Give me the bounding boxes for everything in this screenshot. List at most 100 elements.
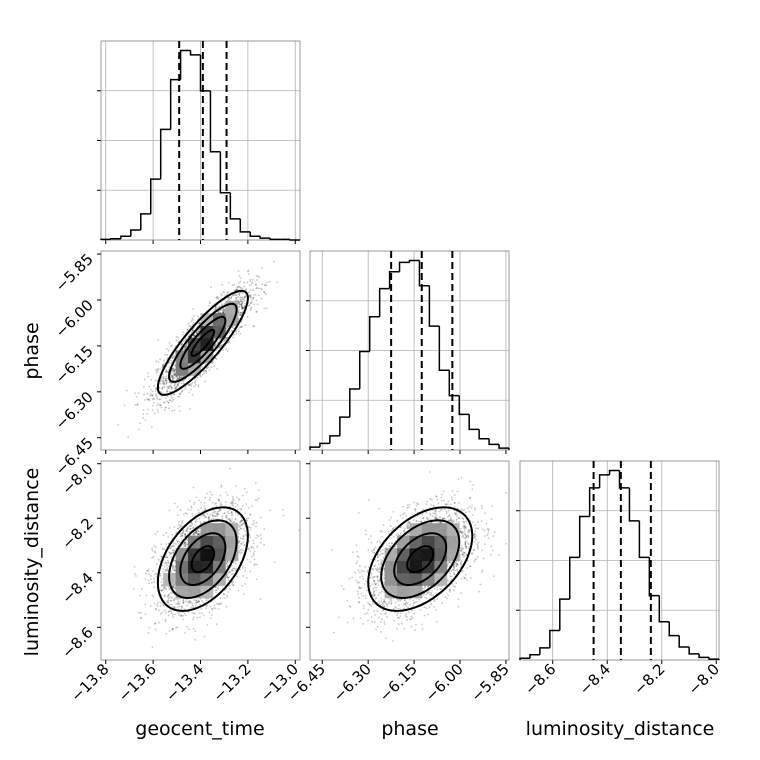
sample-point <box>227 561 230 564</box>
sample-point <box>186 328 189 331</box>
sample-point <box>185 344 187 347</box>
hist-bin <box>688 646 700 655</box>
sample-point <box>242 307 244 310</box>
sample-point <box>178 375 181 378</box>
sample-point <box>156 605 159 608</box>
sample-point <box>250 505 253 507</box>
sample-point <box>166 347 168 350</box>
sample-point <box>178 602 181 605</box>
sample-point <box>164 569 167 571</box>
sample-point <box>171 564 174 566</box>
sample-point <box>165 383 168 386</box>
sample-point <box>164 371 167 374</box>
sample-point <box>173 373 176 376</box>
sample-point <box>180 391 183 394</box>
sample-point <box>208 611 211 614</box>
sample-point <box>153 602 156 605</box>
sample-point <box>248 304 251 306</box>
hist-bin <box>559 598 570 631</box>
sample-point <box>191 393 194 396</box>
sample-point <box>238 330 240 333</box>
sample-point <box>221 309 224 312</box>
sample-point <box>239 298 242 301</box>
sample-point <box>156 402 159 405</box>
sample-point <box>226 325 228 328</box>
sample-point <box>239 277 242 280</box>
sample-point <box>233 289 236 292</box>
sample-point <box>190 388 192 391</box>
sample-point <box>239 552 242 555</box>
sample-point <box>155 572 158 575</box>
sample-point <box>192 606 195 609</box>
sample-point <box>214 514 216 517</box>
sample-point <box>238 313 241 316</box>
hist-bin <box>150 178 161 214</box>
sample-point <box>155 387 157 390</box>
sample-point <box>298 529 300 532</box>
sample-point <box>167 401 170 404</box>
sample-point <box>170 344 173 347</box>
sample-point <box>227 579 230 582</box>
sample-point <box>174 387 176 390</box>
sample-point <box>228 517 230 520</box>
sample-point <box>241 522 244 525</box>
sample-point <box>249 289 252 291</box>
sample-point <box>227 518 230 521</box>
sample-point <box>244 294 247 297</box>
sample-point <box>165 532 168 534</box>
sample-point <box>203 520 206 523</box>
sample-point <box>219 504 222 507</box>
sample-point <box>151 556 153 559</box>
sample-point <box>153 577 156 580</box>
sample-point <box>232 561 235 564</box>
sample-point <box>238 274 241 277</box>
sample-point <box>173 393 176 396</box>
hist-bin <box>648 557 660 597</box>
sample-point <box>248 547 250 550</box>
sample-point <box>183 388 186 391</box>
sample-point <box>198 511 201 514</box>
sample-point <box>235 288 238 291</box>
sample-point <box>254 293 257 296</box>
sample-point <box>213 338 216 340</box>
sample-point <box>173 369 176 372</box>
sample-point <box>203 635 206 638</box>
hist-panel-luminosity-distance <box>516 460 720 664</box>
sample-point <box>185 344 188 346</box>
sample-point <box>226 560 228 563</box>
sample-point <box>235 297 238 299</box>
sample-point <box>247 273 250 275</box>
sample-point <box>162 382 165 385</box>
sample-point <box>172 616 174 619</box>
sample-point <box>205 599 208 602</box>
sample-point <box>213 344 216 347</box>
sample-point <box>179 535 182 538</box>
sample-point <box>165 370 168 373</box>
sample-point <box>282 508 284 511</box>
sample-point <box>181 521 183 524</box>
sample-point <box>167 349 170 352</box>
sample-point <box>252 296 255 299</box>
sample-point <box>222 592 225 595</box>
sample-point <box>188 384 191 387</box>
sample-point <box>187 628 190 631</box>
sample-point <box>205 370 208 373</box>
sample-point <box>177 377 180 380</box>
sample-point <box>195 331 198 334</box>
sample-point <box>142 408 145 411</box>
sample-point <box>249 302 252 304</box>
sample-point <box>209 616 212 619</box>
sample-point <box>184 345 187 348</box>
sample-point <box>217 603 220 606</box>
sample-point <box>250 307 253 310</box>
sample-point <box>215 343 218 346</box>
sample-point <box>229 297 232 299</box>
sample-point <box>212 515 215 518</box>
sample-point <box>195 383 197 386</box>
sample-point <box>228 570 231 573</box>
sample-point <box>189 509 192 512</box>
hist-bin <box>368 316 380 352</box>
sample-point <box>240 520 242 522</box>
sample-point <box>196 616 199 619</box>
sample-point <box>252 293 255 296</box>
